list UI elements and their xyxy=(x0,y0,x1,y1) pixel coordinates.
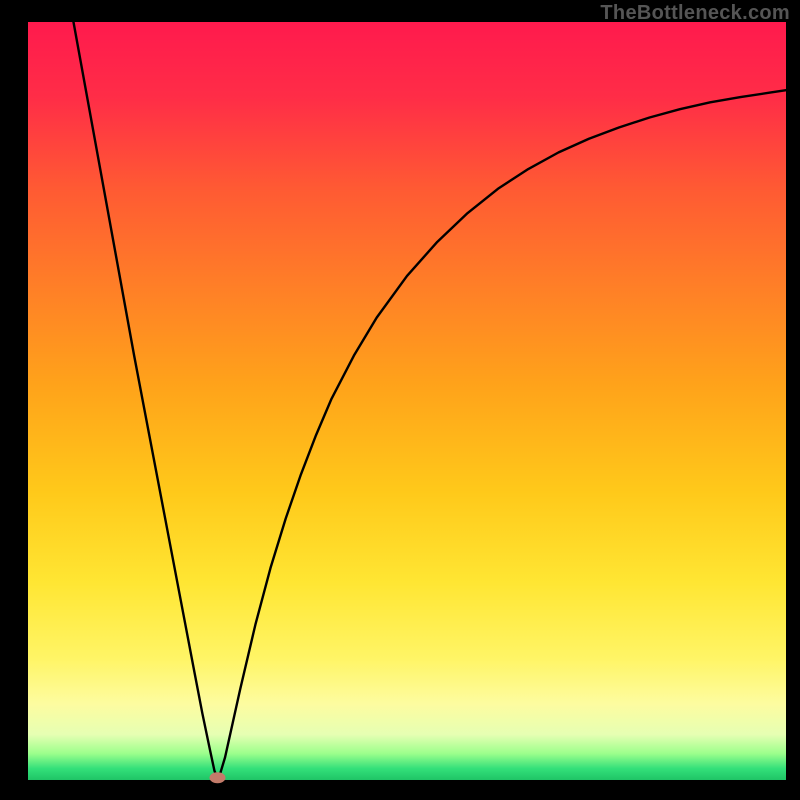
optimal-point-marker xyxy=(210,772,226,783)
bottleneck-chart xyxy=(0,0,800,800)
watermark-text: TheBottleneck.com xyxy=(600,2,790,25)
chart-container: TheBottleneck.com xyxy=(0,0,800,800)
